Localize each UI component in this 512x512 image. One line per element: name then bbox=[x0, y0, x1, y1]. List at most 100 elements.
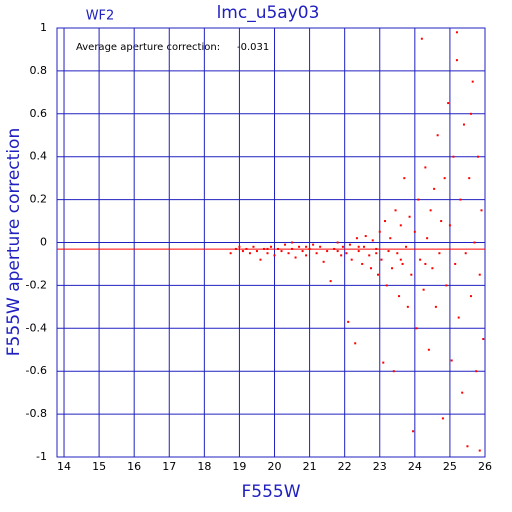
point bbox=[333, 247, 336, 250]
y-tick-label: -0.8 bbox=[26, 407, 47, 420]
point bbox=[476, 155, 479, 158]
point bbox=[238, 245, 241, 248]
point bbox=[382, 361, 385, 364]
point bbox=[315, 252, 318, 255]
point bbox=[427, 348, 430, 351]
point bbox=[368, 254, 371, 257]
x-axis-label: F555W bbox=[241, 482, 300, 502]
point bbox=[371, 239, 374, 242]
point bbox=[405, 245, 408, 248]
y-tick-label: 0.2 bbox=[30, 193, 48, 206]
point bbox=[392, 370, 395, 373]
point bbox=[375, 247, 378, 250]
point bbox=[478, 449, 481, 452]
point bbox=[417, 198, 420, 201]
point bbox=[348, 243, 351, 246]
point bbox=[259, 258, 262, 261]
x-tick-label: 23 bbox=[373, 460, 387, 473]
point bbox=[478, 273, 481, 276]
point bbox=[362, 245, 365, 248]
point bbox=[398, 295, 401, 298]
point bbox=[291, 247, 294, 250]
point bbox=[389, 237, 392, 240]
point bbox=[445, 284, 448, 287]
point bbox=[447, 102, 450, 105]
point bbox=[255, 250, 258, 253]
point bbox=[345, 252, 348, 255]
point bbox=[410, 273, 413, 276]
point bbox=[482, 338, 485, 341]
point bbox=[322, 260, 325, 263]
point bbox=[341, 245, 344, 248]
point bbox=[369, 267, 372, 270]
point bbox=[469, 112, 472, 115]
y-tick-label: 0.8 bbox=[30, 64, 48, 77]
point bbox=[273, 254, 276, 257]
y-tick-label: 0.6 bbox=[30, 107, 48, 120]
point bbox=[431, 267, 434, 270]
point bbox=[424, 262, 427, 265]
point bbox=[475, 370, 478, 373]
point bbox=[252, 245, 255, 248]
x-tick-label: 26 bbox=[478, 460, 492, 473]
point bbox=[420, 37, 423, 40]
point bbox=[287, 252, 290, 255]
y-axis-label: F555W aperture correction bbox=[4, 128, 24, 356]
point bbox=[468, 177, 471, 180]
point bbox=[361, 262, 364, 265]
point bbox=[280, 250, 283, 253]
point bbox=[291, 241, 294, 244]
point bbox=[401, 262, 404, 265]
point bbox=[380, 258, 383, 261]
point bbox=[248, 252, 251, 255]
x-tick-label: 24 bbox=[408, 460, 422, 473]
point bbox=[384, 220, 387, 223]
point bbox=[408, 215, 411, 218]
point bbox=[473, 241, 476, 244]
point bbox=[377, 273, 379, 276]
point bbox=[266, 252, 269, 255]
point bbox=[305, 254, 308, 257]
point bbox=[357, 250, 360, 253]
point bbox=[450, 359, 453, 362]
point bbox=[266, 247, 269, 250]
point bbox=[396, 252, 399, 255]
x-tick-label: 25 bbox=[443, 460, 457, 473]
point bbox=[403, 177, 406, 180]
point bbox=[387, 250, 390, 253]
point bbox=[459, 198, 462, 201]
point bbox=[399, 258, 402, 261]
point bbox=[399, 224, 402, 227]
point bbox=[419, 258, 422, 261]
point bbox=[350, 258, 353, 261]
point bbox=[480, 209, 483, 212]
y-tick-label: -0.4 bbox=[26, 321, 47, 334]
point bbox=[355, 237, 358, 240]
point bbox=[426, 237, 429, 240]
average-value: -0.031 bbox=[237, 42, 269, 53]
x-tick-label: 14 bbox=[57, 460, 71, 473]
x-tick-label: 22 bbox=[338, 460, 352, 473]
point bbox=[452, 155, 455, 158]
point bbox=[434, 305, 437, 308]
point bbox=[440, 220, 443, 223]
point bbox=[234, 247, 237, 250]
point bbox=[469, 295, 472, 298]
point bbox=[385, 284, 388, 287]
point bbox=[413, 230, 416, 233]
point bbox=[471, 80, 474, 83]
point bbox=[378, 230, 381, 233]
point bbox=[424, 166, 427, 169]
point bbox=[347, 320, 350, 323]
point bbox=[364, 235, 367, 238]
point bbox=[336, 241, 339, 244]
point bbox=[433, 187, 436, 190]
x-tick-label: 16 bbox=[127, 460, 141, 473]
point bbox=[241, 250, 244, 253]
point bbox=[245, 247, 248, 250]
point bbox=[277, 247, 280, 250]
point bbox=[375, 252, 378, 255]
point bbox=[455, 59, 458, 62]
point bbox=[326, 250, 329, 253]
